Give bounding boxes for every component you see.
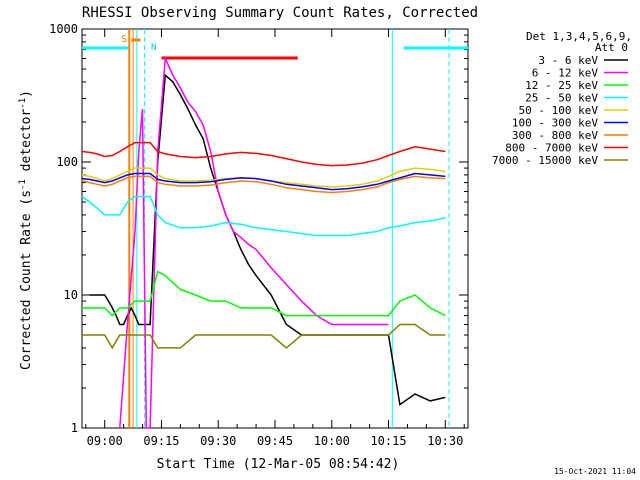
footer-timestamp: 15-Oct-2021 11:04: [554, 467, 636, 476]
legend-label-1: 6 - 12 keV: [532, 67, 599, 80]
series-line-7: [81, 141, 446, 167]
legend-header-line2: Att 0: [595, 41, 628, 54]
orbit-bands: [82, 29, 468, 428]
legend-label-5: 100 - 300 keV: [512, 117, 598, 130]
legend-label-0: 3 - 6 keV: [538, 54, 598, 67]
x-tick-label: 10:00: [314, 434, 350, 448]
legend-label-4: 50 - 100 keV: [519, 104, 599, 117]
chart-title: RHESSI Observing Summary Count Rates, Co…: [82, 5, 478, 21]
legend-label-7: 800 - 7000 keV: [505, 142, 598, 155]
series-line-1: [119, 55, 389, 429]
y-tick-label: 100: [56, 155, 78, 169]
y-tick-label: 1000: [49, 22, 78, 36]
legend-label-6: 300 - 800 keV: [512, 129, 598, 142]
y-tick-label: 10: [64, 288, 78, 302]
series-line-6: [81, 175, 446, 194]
saa-marker: S: [121, 34, 127, 45]
x-tick-label: 09:30: [200, 434, 236, 448]
x-tick-label: 10:30: [427, 434, 463, 448]
series-line-2: [82, 270, 446, 317]
x-tick-label: 09:15: [143, 434, 179, 448]
y-tick-label: 1: [71, 421, 78, 435]
night-marker: N: [151, 43, 156, 53]
x-tick-label: 09:45: [257, 434, 293, 448]
series-group: [81, 55, 446, 429]
legend-label-2: 12 - 25 keV: [525, 79, 598, 92]
x-tick-label: 09:00: [87, 434, 123, 448]
series-line-5: [81, 172, 446, 191]
x-axis-label: Start Time (12-Mar-05 08:54:42): [157, 457, 400, 472]
legend-header-line1: Det 1,3,4,5,6,9,: [526, 30, 632, 43]
legend-label-8: 7000 - 15000 keV: [492, 154, 598, 167]
axes-group: 09:00 09:15 09:30 09:45 10:00 10:15 10:30 1 10 10…: [49, 22, 468, 448]
y-axis-label: Corrected Count Rate (s-1 detector-1): [18, 90, 34, 370]
series-line-8: [82, 323, 446, 350]
x-tick-label: 10:15: [370, 434, 406, 448]
legend-label-3: 25 - 50 keV: [525, 92, 598, 105]
series-line-3: [81, 195, 446, 237]
plot-frame: [81, 28, 469, 429]
